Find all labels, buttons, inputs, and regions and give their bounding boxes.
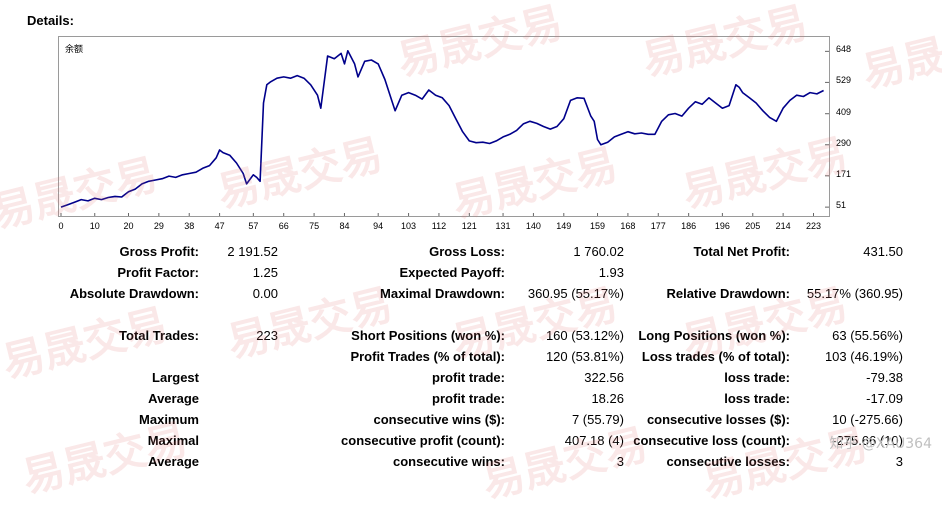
x-tick-label: 223	[805, 221, 822, 231]
x-tick-label: 168	[620, 221, 636, 231]
largest-loss-value: -79.38	[866, 370, 903, 385]
balance-chart: 余额	[58, 36, 830, 217]
x-tick-label: 75	[309, 221, 320, 231]
average-consecutive-wins-value: 3	[616, 454, 624, 469]
total-net-profit-value: 431.50	[863, 244, 903, 259]
gross-profit-value: 2 191.52	[227, 244, 278, 259]
largest-profit-value: 322.56	[584, 370, 624, 385]
average-consecutive-wins-label: consecutive wins:	[393, 454, 505, 469]
average-loss-value: -17.09	[866, 391, 903, 406]
x-tick-label: 57	[248, 221, 259, 231]
maximal-profit-value: 407.18 (4)	[564, 433, 624, 448]
absolute-drawdown-value: 0.00	[252, 286, 278, 301]
balance-series-line	[60, 50, 824, 208]
x-tick-label: 10	[89, 221, 100, 231]
x-tick-label: 38	[184, 221, 195, 231]
y-tick-label: 51	[836, 200, 847, 211]
maximum-label: Maximum	[139, 412, 199, 427]
maximal-loss-label: consecutive loss (count):	[633, 433, 790, 448]
relative-drawdown-label: Relative Drawdown:	[666, 286, 790, 301]
y-tick-label: 290	[836, 137, 852, 148]
maximal-drawdown-label: Maximal Drawdown:	[380, 286, 505, 301]
long-positions-value: 63 (55.56%)	[832, 328, 903, 343]
loss-trades-value: 103 (46.19%)	[824, 349, 903, 364]
average-profit-label: profit trade:	[432, 391, 505, 406]
x-tick-label: 214	[775, 221, 791, 231]
y-tick-label: 171	[836, 168, 852, 179]
x-tick-label: 149	[556, 221, 572, 231]
long-positions-label: Long Positions (won %):	[638, 328, 790, 343]
average-consecutive-losses-value: 3	[895, 454, 903, 469]
average-consecutive-label: Average	[148, 454, 199, 469]
average-profit-value: 18.26	[591, 391, 624, 406]
x-tick-label: 112	[431, 221, 447, 231]
chart-title: 余额	[65, 44, 84, 54]
largest-profit-label: profit trade:	[432, 370, 505, 385]
average-consecutive-losses-label: consecutive losses:	[666, 454, 790, 469]
x-tick-label: 121	[461, 221, 477, 231]
expected-payoff-label: Expected Payoff:	[399, 265, 505, 280]
balance-chart-canvas	[60, 50, 829, 216]
largest-label: Largest	[152, 370, 199, 385]
x-tick-label: 140	[525, 221, 541, 231]
profit-factor-label: Profit Factor:	[117, 265, 199, 280]
expected-payoff-value: 1.93	[598, 265, 624, 280]
y-tick-label: 529	[836, 75, 852, 86]
absolute-drawdown-label: Absolute Drawdown:	[69, 286, 199, 301]
x-tick-label: 103	[401, 221, 417, 231]
x-tick-label: 177	[650, 221, 666, 231]
x-tick-label: 66	[278, 221, 289, 231]
x-tick-label: 205	[745, 221, 761, 231]
y-tick-label: 648	[836, 44, 852, 55]
short-positions-value: 160 (53.12%)	[545, 328, 624, 343]
average-loss-label: loss trade:	[724, 391, 790, 406]
maximum-losses-value: 10 (-275.66)	[832, 412, 903, 427]
maximal-loss-value: -275.66 (10)	[832, 433, 903, 448]
x-tick-label: 159	[590, 221, 606, 231]
gross-loss-value: 1 760.02	[573, 244, 624, 259]
profit-trades-label: Profit Trades (% of total):	[350, 349, 505, 364]
maximal-profit-label: consecutive profit (count):	[341, 433, 505, 448]
watermark-text: 易晟交易	[857, 9, 942, 98]
corner-watermark: 知乎 @XAU364	[829, 436, 932, 452]
average-label: Average	[148, 391, 199, 406]
x-tick-label: 196	[714, 221, 730, 231]
gross-loss-label: Gross Loss:	[429, 244, 505, 259]
maximal-drawdown-value: 360.95 (55.17%)	[527, 286, 624, 301]
x-tick-label: 47	[214, 221, 225, 231]
maximal-label: Maximal	[147, 433, 199, 448]
x-tick-label: 29	[153, 221, 164, 231]
y-tick-label: 409	[836, 106, 852, 117]
relative-drawdown-value: 55.17% (360.95)	[806, 286, 903, 301]
maximum-wins-label: consecutive wins ($):	[373, 412, 505, 427]
maximum-losses-label: consecutive losses ($):	[646, 412, 790, 427]
x-tick-label: 186	[681, 221, 697, 231]
x-tick-label: 84	[339, 221, 350, 231]
details-title: Details:	[27, 13, 74, 28]
maximum-wins-value: 7 (55.79)	[571, 412, 624, 427]
profit-factor-value: 1.25	[252, 265, 278, 280]
total-trades-label: Total Trades:	[119, 328, 199, 343]
gross-profit-label: Gross Profit:	[119, 244, 199, 259]
total-trades-value: 223	[256, 328, 278, 343]
x-tick-label: 94	[373, 221, 384, 231]
x-tick-label: 20	[123, 221, 134, 231]
x-tick-label: 0	[58, 221, 64, 231]
largest-loss-label: loss trade:	[724, 370, 790, 385]
short-positions-label: Short Positions (won %):	[351, 328, 505, 343]
x-tick-label: 131	[495, 221, 511, 231]
total-net-profit-label: Total Net Profit:	[693, 244, 790, 259]
profit-trades-value: 120 (53.81%)	[545, 349, 624, 364]
loss-trades-label: Loss trades (% of total):	[641, 349, 790, 364]
